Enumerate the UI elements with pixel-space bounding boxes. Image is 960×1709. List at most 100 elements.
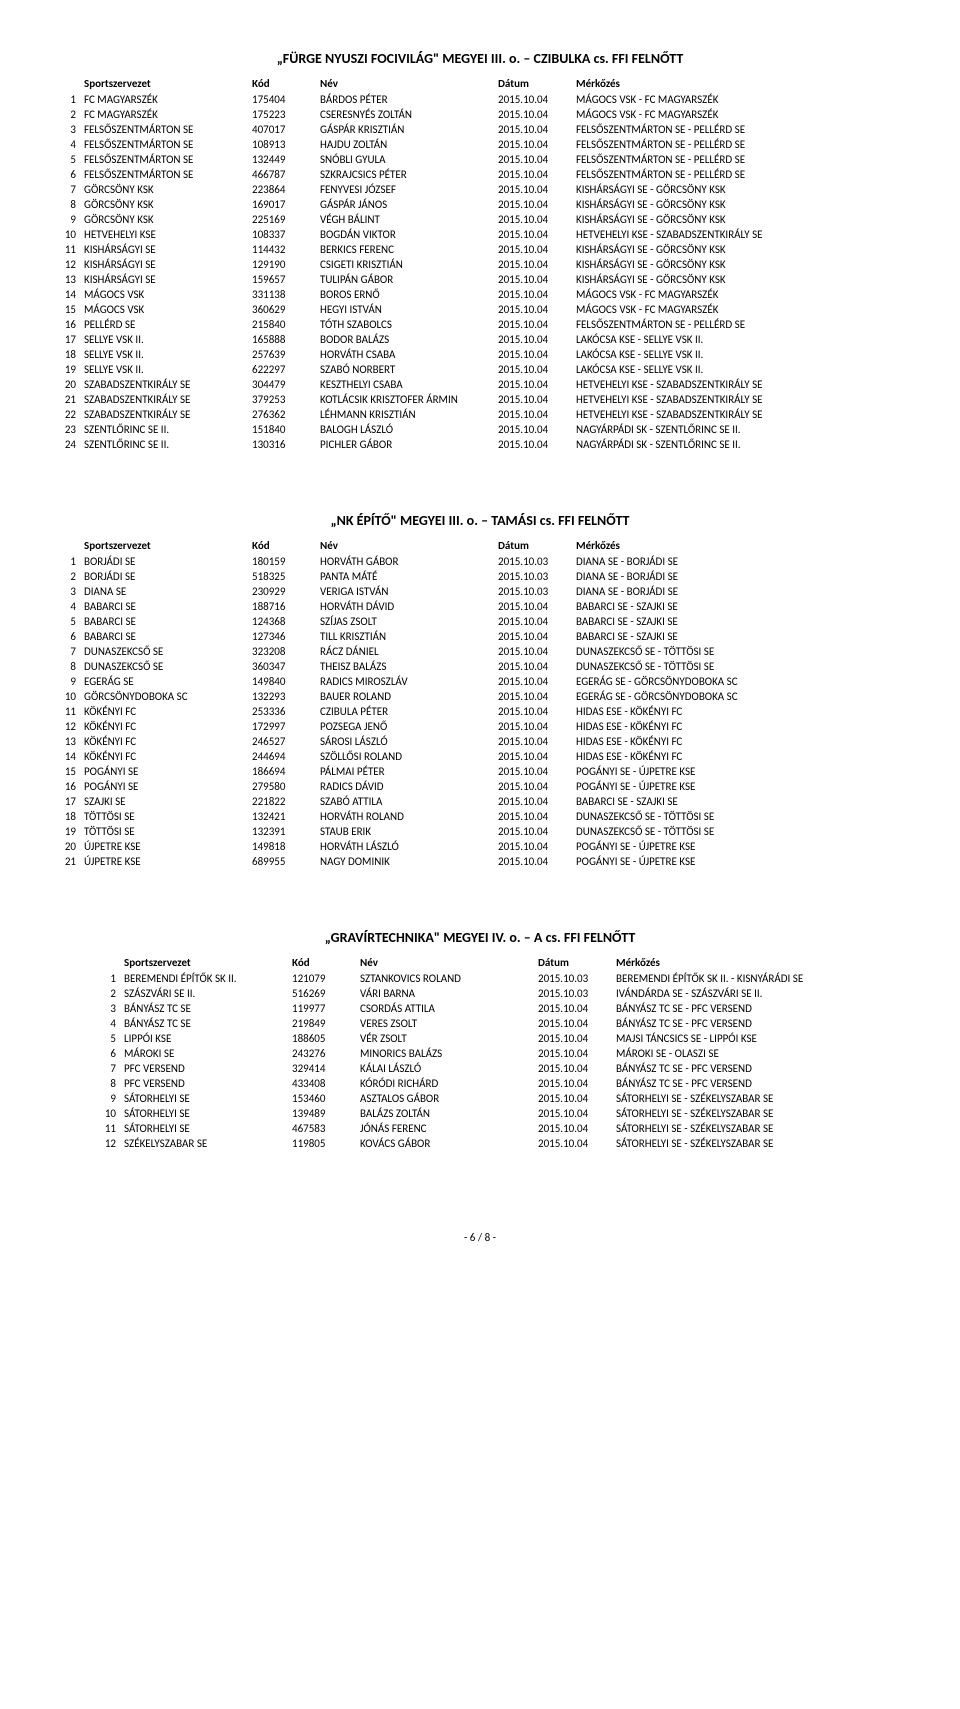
cell: 2015.10.04 — [494, 167, 572, 182]
cell: SELLYE VSK II. — [80, 362, 248, 377]
cell: 2015.10.04 — [534, 1121, 612, 1136]
table-row: 21ÚJPETRE KSE689955NAGY DOMINIK2015.10.0… — [50, 854, 910, 869]
cell: SZÉKELYSZABAR SE — [120, 1136, 288, 1151]
cell: 2015.10.04 — [494, 689, 572, 704]
cell: 329414 — [288, 1061, 356, 1076]
cell: SZÍJAS ZSOLT — [316, 614, 494, 629]
cell: 15 — [50, 302, 80, 317]
cell: 2015.10.04 — [494, 437, 572, 452]
cell: BÁNYÁSZ TC SE — [120, 1001, 288, 1016]
cell: SZÁSZVÁRI SE II. — [120, 986, 288, 1001]
cell: BÁRDOS PÉTER — [316, 92, 494, 107]
cell: KESZTHELYI CSABA — [316, 377, 494, 392]
table-row: 10GÖRCSÖNYDOBOKA SC132293BAUER ROLAND201… — [50, 689, 910, 704]
cell: 2015.10.04 — [494, 824, 572, 839]
cell: BABARCI SE — [80, 629, 248, 644]
cell: 2015.10.04 — [494, 302, 572, 317]
table-row: 24SZENTLŐRINC SE II.130316PICHLER GÁBOR2… — [50, 437, 910, 452]
cell: DIANA SE — [80, 584, 248, 599]
cell: 14 — [50, 287, 80, 302]
cell: 6 — [50, 167, 80, 182]
cell: 22 — [50, 407, 80, 422]
table-row: 19TÖTTÖSI SE132391STAUB ERIK2015.10.04DU… — [50, 824, 910, 839]
cell: HIDAS ESE - KÖKÉNYI FC — [572, 749, 910, 764]
cell: 129190 — [248, 257, 316, 272]
section-title: „FÜRGE NYUSZI FOCIVILÁG" MEGYEI III. o. … — [50, 50, 910, 67]
cell: 276362 — [248, 407, 316, 422]
cell: SÁTORHELYI SE — [120, 1121, 288, 1136]
cell: PELLÉRD SE — [80, 317, 248, 332]
cell: MÁROKI SE - OLASZI SE — [612, 1046, 910, 1061]
cell: CSIGETI KRISZTIÁN — [316, 257, 494, 272]
column-header: Dátum — [494, 537, 572, 554]
cell: KÖKÉNYI FC — [80, 749, 248, 764]
cell: 2015.10.04 — [494, 764, 572, 779]
cell: 4 — [50, 599, 80, 614]
cell: CZIBULA PÉTER — [316, 704, 494, 719]
cell: 2015.10.04 — [494, 257, 572, 272]
cell: 2015.10.04 — [494, 839, 572, 854]
column-header: Mérkőzés — [572, 537, 910, 554]
cell: KISHÁRSÁGYI SE — [80, 242, 248, 257]
cell: 4 — [90, 1016, 120, 1031]
cell: TÖTTÖSI SE — [80, 809, 248, 824]
cell: HORVÁTH GÁBOR — [316, 554, 494, 569]
cell: 3 — [50, 584, 80, 599]
cell: 2015.10.03 — [494, 569, 572, 584]
table-row: 16PELLÉRD SE215840TÓTH SZABOLCS2015.10.0… — [50, 317, 910, 332]
cell: 11 — [50, 704, 80, 719]
cell: MÁGOCS VSK — [80, 287, 248, 302]
cell: SÁROSI LÁSZLÓ — [316, 734, 494, 749]
column-header: Kód — [288, 954, 356, 971]
cell: 2015.10.04 — [494, 422, 572, 437]
cell: MÁGOCS VSK - FC MAGYARSZÉK — [572, 107, 910, 122]
table-row: 2BORJÁDI SE518325PANTA MÁTÉ2015.10.03DIA… — [50, 569, 910, 584]
cell: 16 — [50, 779, 80, 794]
cell: SÁTORHELYI SE - SZÉKELYSZABAR SE — [612, 1136, 910, 1151]
cell: POGÁNYI SE — [80, 764, 248, 779]
cell: THEISZ BALÁZS — [316, 659, 494, 674]
table-row: 14MÁGOCS VSK331138BOROS ERNŐ2015.10.04MÁ… — [50, 287, 910, 302]
cell: 2015.10.04 — [494, 599, 572, 614]
cell: DUNASZEKCSŐ SE — [80, 644, 248, 659]
cell: 2015.10.04 — [494, 152, 572, 167]
table-row: 15POGÁNYI SE186694PÁLMAI PÉTER2015.10.04… — [50, 764, 910, 779]
column-header — [90, 954, 120, 971]
cell: 6 — [50, 629, 80, 644]
cell: HETVEHELYI KSE — [80, 227, 248, 242]
cell: 7 — [50, 644, 80, 659]
cell: 19 — [50, 362, 80, 377]
cell: 2015.10.04 — [494, 242, 572, 257]
cell: KISHÁRSÁGYI SE - GÖRCSÖNY KSK — [572, 272, 910, 287]
cell: KISHÁRSÁGYI SE - GÖRCSÖNY KSK — [572, 242, 910, 257]
cell: BÁNYÁSZ TC SE — [120, 1016, 288, 1031]
table-row: 19SELLYE VSK II.622297SZABÓ NORBERT2015.… — [50, 362, 910, 377]
cell: 1 — [50, 554, 80, 569]
cell: 13 — [50, 272, 80, 287]
table-row: 20ÚJPETRE KSE149818HORVÁTH LÁSZLÓ2015.10… — [50, 839, 910, 854]
cell: FELSŐSZENTMÁRTON SE — [80, 167, 248, 182]
cell: GÖRCSÖNY KSK — [80, 182, 248, 197]
cell: BÁNYÁSZ TC SE - PFC VERSEND — [612, 1001, 910, 1016]
cell: 433408 — [288, 1076, 356, 1091]
cell: DUNASZEKCSŐ SE - TÖTTÖSI SE — [572, 659, 910, 674]
cell: SZTANKOVICS ROLAND — [356, 971, 534, 986]
cell: 2015.10.04 — [494, 347, 572, 362]
table-row: 17SELLYE VSK II.165888BODOR BALÁZS2015.1… — [50, 332, 910, 347]
cell: KISHÁRSÁGYI SE - GÖRCSÖNY KSK — [572, 197, 910, 212]
cell: 159657 — [248, 272, 316, 287]
cell: 516269 — [288, 986, 356, 1001]
cell: KOTLÁCSIK KRISZTOFER ÁRMIN — [316, 392, 494, 407]
cell: 5 — [50, 614, 80, 629]
cell: 9 — [50, 212, 80, 227]
cell: 5 — [90, 1031, 120, 1046]
cell: MAJSI TÁNCSICS SE - LIPPÓI KSE — [612, 1031, 910, 1046]
cell: SÁTORHELYI SE - SZÉKELYSZABAR SE — [612, 1091, 910, 1106]
cell: 2015.10.03 — [534, 986, 612, 1001]
table-row: 16POGÁNYI SE279580RADICS DÁVID2015.10.04… — [50, 779, 910, 794]
table-row: 1BEREMENDI ÉPÍTŐK SK II.121079SZTANKOVIC… — [90, 971, 910, 986]
cell: LIPPÓI KSE — [120, 1031, 288, 1046]
cell: 2015.10.04 — [494, 779, 572, 794]
cell: 2015.10.04 — [494, 137, 572, 152]
cell: 188716 — [248, 599, 316, 614]
